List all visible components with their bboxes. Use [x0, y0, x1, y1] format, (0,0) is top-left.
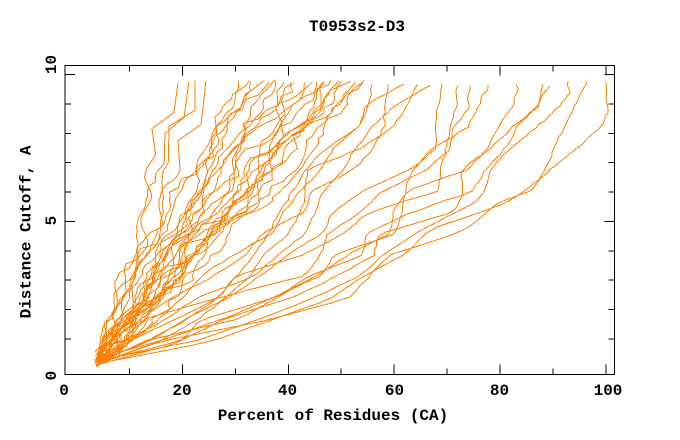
svg-text:60: 60 [385, 382, 404, 400]
svg-text:100: 100 [594, 382, 623, 400]
svg-text:40: 40 [278, 382, 297, 400]
svg-text:Distance Cutoff, A: Distance Cutoff, A [18, 145, 36, 318]
svg-text:5: 5 [43, 216, 61, 226]
svg-text:80: 80 [490, 382, 509, 400]
svg-text:20: 20 [172, 382, 191, 400]
svg-text:T0953s2-D3: T0953s2-D3 [309, 18, 405, 36]
svg-text:0: 0 [43, 371, 61, 381]
svg-text:Percent of Residues (CA): Percent of Residues (CA) [218, 407, 448, 425]
svg-text:0: 0 [59, 382, 69, 400]
svg-text:10: 10 [43, 55, 61, 74]
